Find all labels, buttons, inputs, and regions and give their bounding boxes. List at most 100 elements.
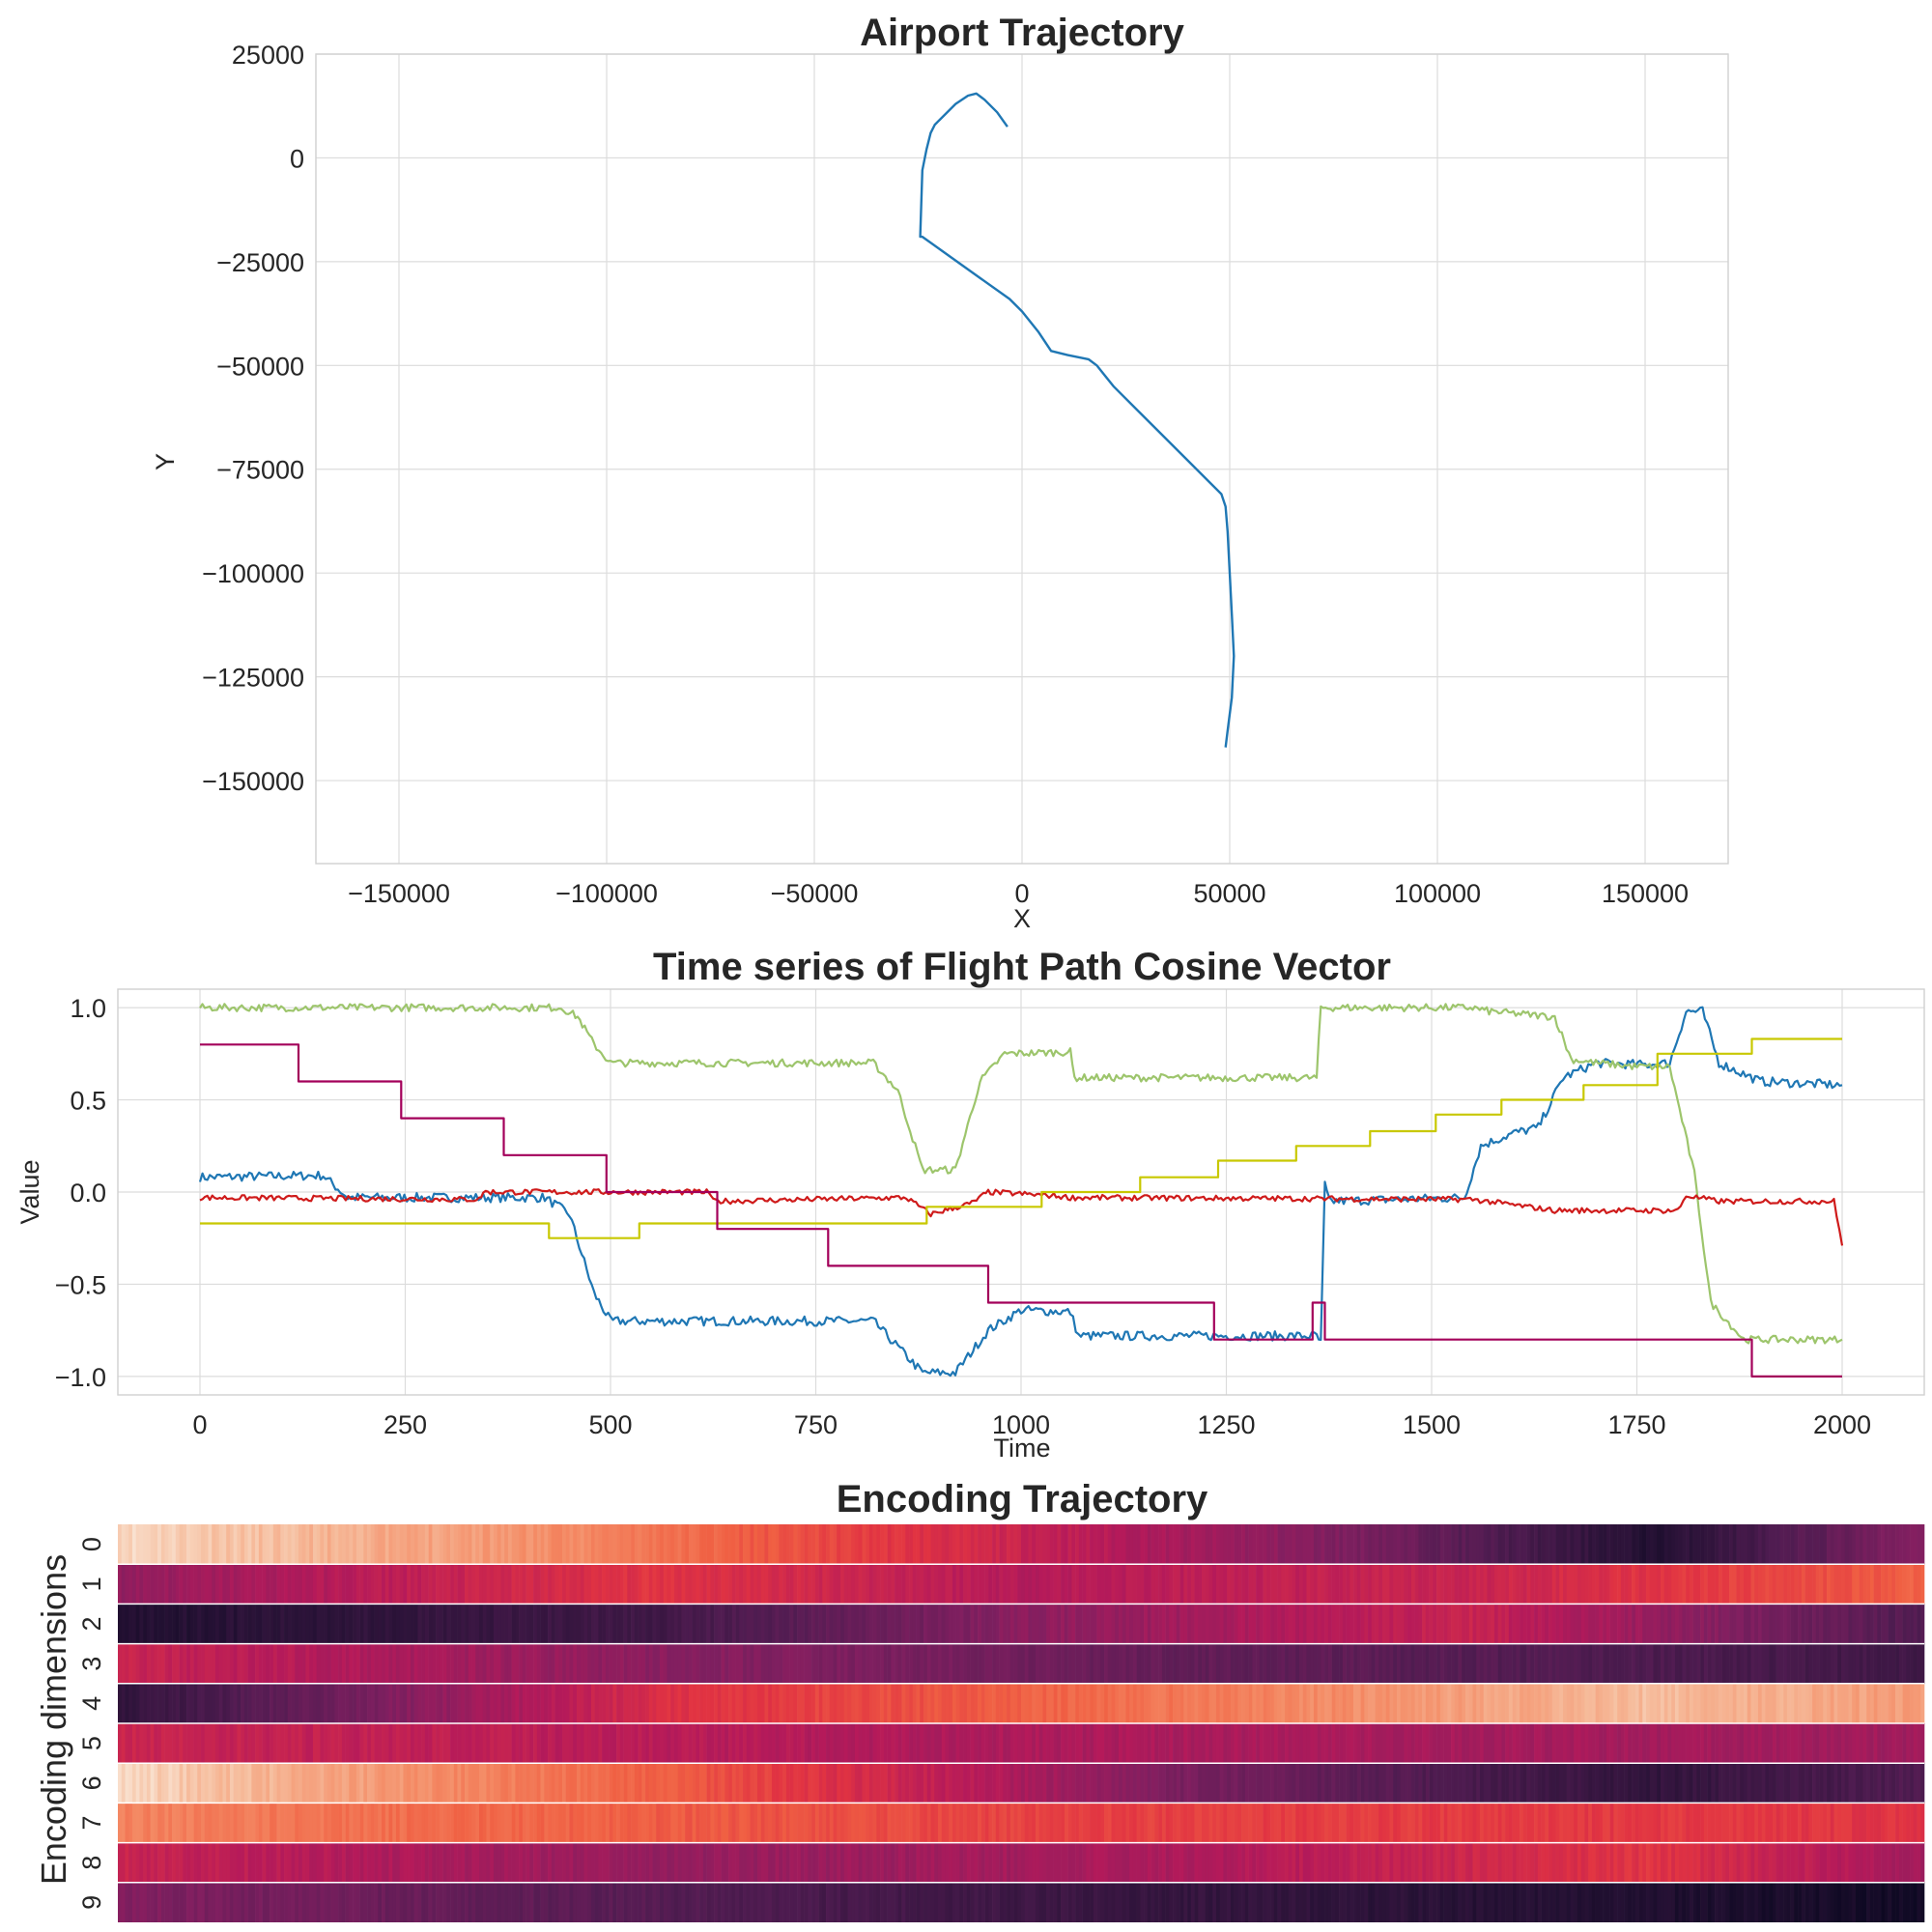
heatmap-cell: [1096, 1842, 1101, 1883]
heatmap-cell: [1198, 1882, 1203, 1922]
heatmap-cell: [702, 1842, 707, 1883]
heatmap-cell: [345, 1882, 350, 1922]
heatmap-cell: [533, 1803, 538, 1843]
heatmap-cell: [280, 1882, 285, 1922]
heatmap-cell: [1599, 1842, 1604, 1883]
heatmap-cell: [1483, 1564, 1488, 1605]
heatmap-cell: [1266, 1643, 1271, 1684]
heatmap-cell: [266, 1763, 270, 1804]
heatmap-cell: [576, 1604, 582, 1644]
heatmap-cell: [1266, 1803, 1271, 1843]
heatmap-cell: [345, 1842, 350, 1883]
heatmap-cell: [920, 1882, 924, 1922]
heatmap-cell: [916, 1723, 921, 1764]
heatmap-cell: [988, 1842, 993, 1883]
heatmap-cell: [1678, 1643, 1683, 1684]
heatmap-cell: [515, 1803, 520, 1843]
heatmap-cell: [652, 1604, 657, 1644]
heatmap-cell: [118, 1604, 123, 1644]
heatmap-cell: [760, 1842, 765, 1883]
heatmap-cell: [1353, 1842, 1358, 1883]
heatmap-cell: [1140, 1803, 1145, 1843]
heatmap-cell: [1266, 1842, 1271, 1883]
heatmap-cell: [243, 1803, 248, 1843]
heatmap-cell: [212, 1524, 216, 1565]
heatmap-cell: [1331, 1723, 1336, 1764]
heatmap-cell: [1190, 1683, 1195, 1723]
heatmap-cell: [984, 1882, 989, 1922]
heatmap-cell: [891, 1803, 895, 1843]
heatmap-cell: [1786, 1763, 1791, 1804]
heatmap-cell: [638, 1842, 642, 1883]
heatmap-cell: [312, 1723, 317, 1764]
heatmap-cell: [1667, 1803, 1672, 1843]
heatmap-cell: [623, 1763, 628, 1804]
heatmap-cell: [1689, 1803, 1693, 1843]
heatmap-cell: [696, 1763, 700, 1804]
heatmap-cell: [1042, 1643, 1047, 1684]
heatmap-cell: [558, 1564, 563, 1605]
heatmap-cell: [355, 1882, 360, 1922]
heatmap-cell: [1534, 1882, 1539, 1922]
heatmap-cell: [237, 1842, 242, 1883]
heatmap-cell: [1786, 1723, 1791, 1764]
heatmap-cell: [764, 1604, 769, 1644]
heatmap-cell: [1599, 1643, 1604, 1684]
heatmap-cell: [1393, 1643, 1398, 1684]
heatmap-cell: [688, 1683, 693, 1723]
heatmap-cell: [1779, 1683, 1784, 1723]
heatmap-cell: [1436, 1842, 1441, 1883]
heatmap-cell: [1227, 1803, 1232, 1843]
heatmap-cell: [1632, 1842, 1636, 1883]
heatmap-cell: [168, 1723, 173, 1764]
heatmap-cell: [197, 1604, 202, 1644]
heatmap-cell: [1508, 1524, 1513, 1565]
heatmap-cell: [920, 1604, 924, 1644]
heatmap-cell: [583, 1842, 588, 1883]
heatmap-cell: [1591, 1564, 1596, 1605]
heatmap-cell: [1327, 1604, 1332, 1644]
heatmap-cell: [363, 1723, 368, 1764]
heatmap-cell: [1404, 1564, 1408, 1605]
heatmap-cell: [876, 1803, 881, 1843]
heatmap-cell: [1491, 1842, 1495, 1883]
heatmap-cell: [1277, 1643, 1282, 1684]
heatmap-cell: [1244, 1763, 1249, 1804]
heatmap-cell: [952, 1643, 956, 1684]
heatmap-cell: [1776, 1564, 1780, 1605]
heatmap-cell: [475, 1763, 480, 1804]
heatmap-cell: [980, 1604, 985, 1644]
heatmap-cell: [793, 1604, 798, 1644]
heatmap-cell: [1190, 1564, 1195, 1605]
heatmap-cell: [374, 1763, 379, 1804]
heatmap-cell: [1686, 1842, 1690, 1883]
heatmap-cell: [1591, 1723, 1596, 1764]
heatmap-cell: [1003, 1524, 1008, 1565]
heatmap-cell: [1692, 1683, 1697, 1723]
heatmap-cell: [753, 1564, 758, 1605]
heatmap-cell: [1754, 1723, 1759, 1764]
heatmap-cell: [243, 1604, 248, 1644]
heatmap-cell: [229, 1842, 234, 1883]
heatmap-cell: [251, 1842, 256, 1883]
heatmap-cell: [1212, 1763, 1217, 1804]
heatmap-cell: [760, 1723, 765, 1764]
heatmap-cell: [768, 1524, 773, 1565]
heatmap-cell: [590, 1643, 595, 1684]
heatmap-cell: [1122, 1842, 1126, 1883]
heatmap-cell: [1021, 1564, 1026, 1605]
heatmap-cell: [266, 1604, 270, 1644]
heatmap-cell: [1429, 1763, 1434, 1804]
heatmap-cell: [1559, 1604, 1564, 1644]
heatmap-cell: [237, 1683, 242, 1723]
heatmap-cell: [934, 1803, 939, 1843]
heatmap-cell: [125, 1564, 129, 1605]
heatmap-cell: [1580, 1604, 1585, 1644]
heatmap-cell: [1649, 1683, 1654, 1723]
heatmap-cell: [1439, 1882, 1444, 1922]
heatmap-cell: [1555, 1524, 1560, 1565]
heatmap-cell: [949, 1524, 953, 1565]
heatmap-cell: [125, 1723, 129, 1764]
heatmap-cell: [923, 1723, 928, 1764]
heatmap-cell: [673, 1842, 678, 1883]
